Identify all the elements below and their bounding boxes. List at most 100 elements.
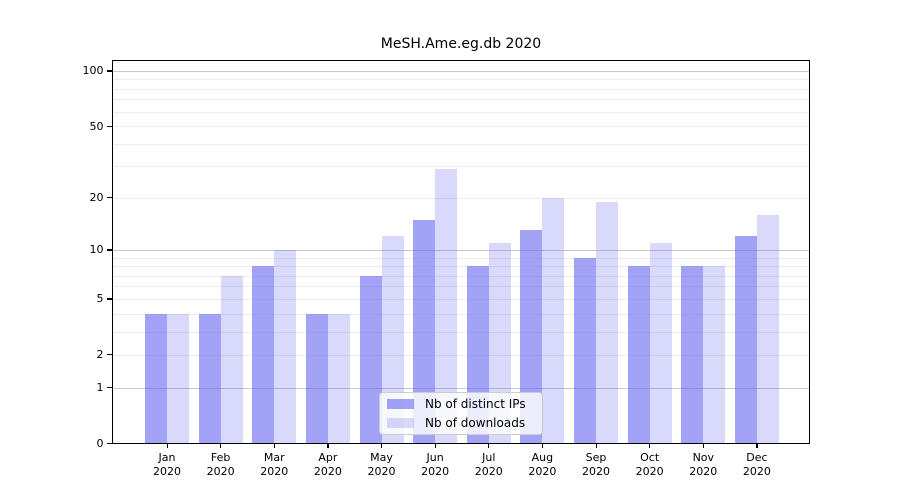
legend-label-distinct-ips: Nb of distinct IPs (425, 397, 526, 412)
bar-downloads-may (381, 236, 404, 444)
minor-gridline (111, 197, 810, 199)
x-tick-year: 2020 (474, 465, 503, 478)
legend-item-downloads: Nb of downloads (380, 416, 542, 430)
major-gridline (111, 70, 810, 72)
y-tick-label: 2 (96, 348, 104, 362)
y-tick-mark (106, 249, 112, 251)
x-tick-year: 2020 (582, 465, 611, 478)
bar-distinct-ips-dec (734, 236, 757, 444)
x-tick-month: Jul (482, 450, 496, 464)
x-tick-label: Nov 2020 (671, 451, 735, 480)
minor-gridline (111, 331, 810, 333)
x-tick-month: Jan (158, 450, 176, 464)
bar-distinct-ips-jun (413, 219, 436, 444)
x-tick-year: 2020 (635, 465, 664, 478)
y-tick-label: 1 (96, 381, 104, 395)
bar-downloads-mar (274, 249, 297, 444)
minor-gridline (111, 88, 810, 90)
x-tick-label: Mar 2020 (242, 451, 306, 480)
x-tick-label: Apr 2020 (296, 451, 360, 480)
y-tick-mark (106, 443, 112, 445)
x-tick-month: Mar (263, 450, 285, 464)
minor-gridline (111, 286, 810, 288)
bar-distinct-ips-may (359, 275, 382, 444)
x-tick-mark (434, 443, 436, 448)
bar-downloads-aug (542, 197, 565, 444)
bar-downloads-oct (649, 242, 672, 444)
x-tick-label: Feb 2020 (189, 451, 253, 480)
x-tick-mark (702, 443, 704, 448)
x-tick-mark (649, 443, 651, 448)
x-tick-label: Jun 2020 (403, 451, 467, 480)
x-tick-year: 2020 (528, 465, 557, 478)
y-tick-label: 10 (89, 243, 104, 257)
minor-gridline (111, 143, 810, 145)
bar-downloads-nov (703, 266, 726, 444)
y-tick-label: 0 (96, 437, 104, 450)
minor-gridline (111, 298, 810, 300)
x-tick-month: Oct (640, 450, 660, 464)
bar-downloads-jan (167, 313, 189, 444)
bar-distinct-ips-apr (305, 313, 328, 444)
x-tick-mark (488, 443, 490, 448)
minor-gridline (111, 99, 810, 101)
x-tick-mark (381, 443, 383, 448)
x-tick-year: 2020 (421, 465, 450, 478)
major-gridline (111, 387, 810, 389)
bar-downloads-apr (327, 313, 350, 444)
bar-downloads-dec (756, 214, 779, 444)
x-tick-label: Jan 2020 (135, 451, 199, 480)
x-tick-mark (595, 443, 597, 448)
x-tick-mark (166, 443, 168, 448)
bar-distinct-ips-nov (681, 266, 704, 444)
x-tick-month: Jun (426, 450, 444, 464)
legend: Nb of distinct IPs Nb of downloads (379, 392, 543, 435)
x-tick-label: Sep 2020 (564, 451, 628, 480)
x-tick-mark (220, 443, 222, 448)
minor-gridline (111, 275, 810, 277)
bar-distinct-ips-jan (145, 313, 167, 444)
x-tick-month: Feb (210, 450, 231, 464)
y-tick-mark (106, 125, 112, 127)
y-tick-mark (106, 70, 112, 72)
y-tick-label: 5 (96, 292, 104, 306)
x-tick-year: 2020 (153, 465, 181, 478)
x-tick-label: May 2020 (350, 451, 414, 480)
major-gridline (111, 249, 810, 251)
x-tick-year: 2020 (206, 465, 235, 478)
y-tick-label: 20 (89, 191, 104, 205)
x-tick-year: 2020 (313, 465, 342, 478)
bar-distinct-ips-feb (198, 313, 221, 444)
minor-gridline (111, 354, 810, 356)
minor-gridline (111, 266, 810, 268)
x-tick-year: 2020 (689, 465, 718, 478)
minor-gridline (111, 257, 810, 259)
minor-gridline (111, 111, 810, 113)
minor-gridline (111, 79, 810, 81)
x-tick-mark (756, 443, 758, 448)
bar-distinct-ips-mar (252, 266, 275, 444)
x-tick-mark (327, 443, 329, 448)
y-tick-label: 50 (89, 119, 104, 133)
x-tick-label: Aug 2020 (510, 451, 574, 480)
x-tick-label: Dec 2020 (725, 451, 789, 480)
x-tick-year: 2020 (367, 465, 396, 478)
bar-downloads-jun (435, 168, 458, 444)
x-tick-month: Dec (746, 450, 768, 464)
chart-title: MeSH.Ame.eg.db 2020 (380, 36, 542, 52)
x-tick-month: May (370, 450, 393, 464)
x-tick-month: Apr (318, 450, 338, 464)
legend-label-downloads: Nb of downloads (425, 415, 526, 430)
x-tick-mark (273, 443, 275, 448)
x-tick-mark (541, 443, 544, 448)
y-tick-mark (106, 387, 112, 389)
minor-gridline (111, 126, 810, 128)
plot-area (111, 60, 810, 444)
y-tick-mark (106, 354, 112, 356)
y-tick-mark (106, 197, 112, 199)
y-tick-label: 100 (82, 64, 104, 78)
x-tick-month: Aug (531, 450, 554, 464)
legend-swatch-ips (387, 399, 414, 410)
x-tick-label: Jul 2020 (457, 451, 521, 480)
